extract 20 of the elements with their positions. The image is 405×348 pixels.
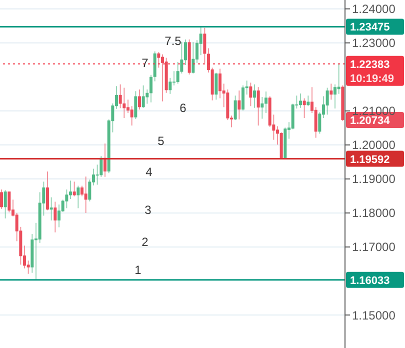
ref-line-label: 1.19592 [350,154,390,166]
annotation: 7 [142,56,148,70]
y-tick-label: 1.23000 [352,36,396,50]
annotation: 2 [142,235,148,249]
annotation: 1 [134,263,142,277]
y-tick-label: 1.18000 [352,206,396,220]
y-tick-label: 1.15000 [352,308,396,322]
y-tick-label: 1.17000 [352,240,396,254]
annotation: 4 [146,165,152,179]
annotation: 3 [144,203,152,217]
y-tick-label: 1.20000 [352,138,396,152]
y-tick-label: 1.19000 [352,172,396,186]
annotation: 7.5 [164,34,182,48]
annotation: 6 [180,101,186,115]
ref-line-label: 1.22383 10:19:49 [350,58,394,85]
text: 1.20734 [350,114,391,127]
y-tick-label: 1.24000 [352,2,396,16]
ref-line-label: 1.23475 [350,22,390,34]
annotation: 5 [158,134,164,148]
ref-line-label: 1.16033 [350,274,390,287]
